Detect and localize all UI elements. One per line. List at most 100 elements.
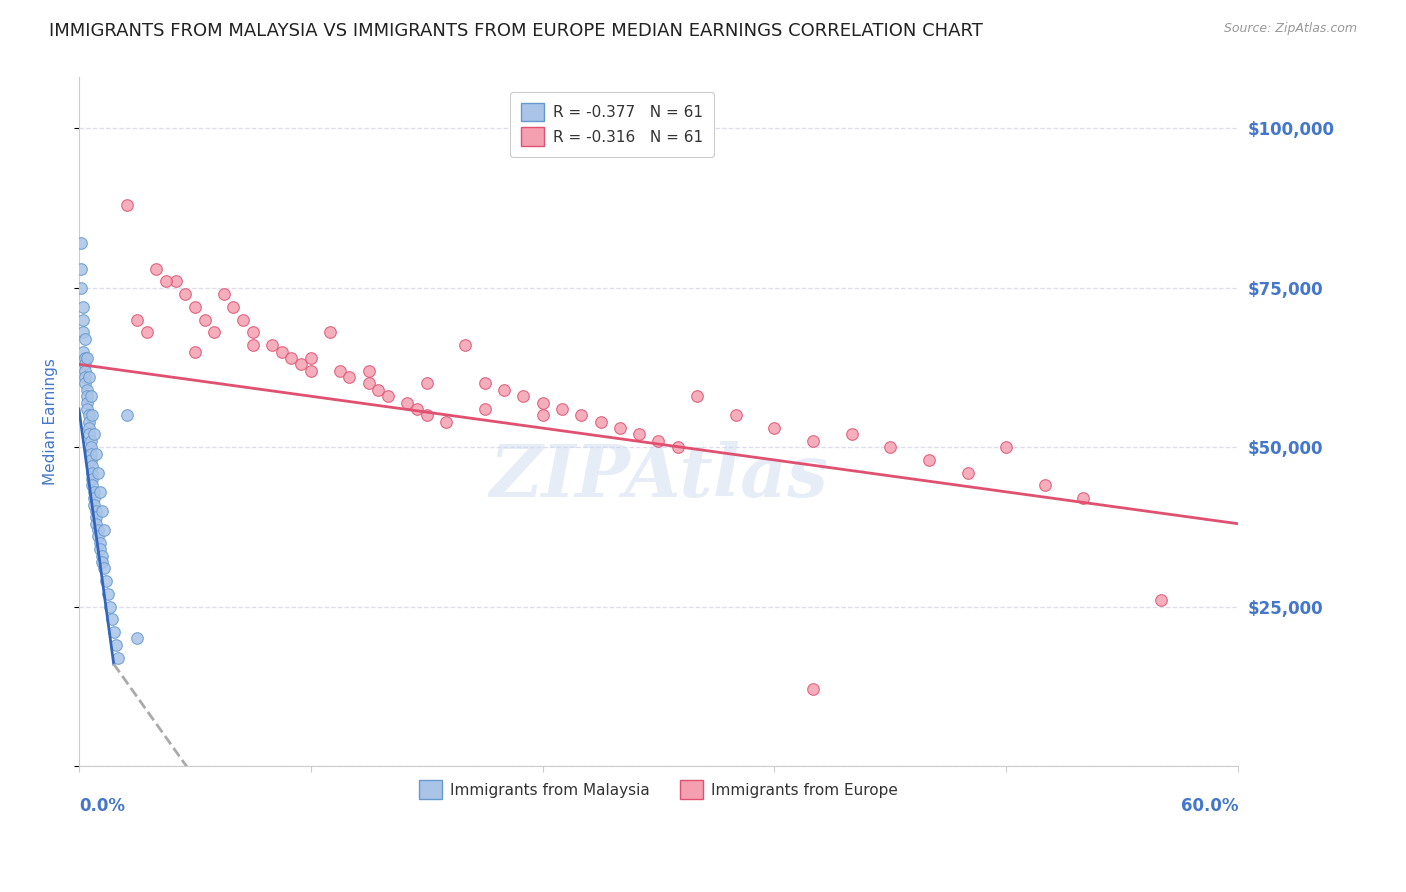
Point xyxy=(135,326,157,340)
Point xyxy=(512,389,534,403)
Point xyxy=(339,370,361,384)
Point xyxy=(841,427,863,442)
Point xyxy=(79,434,101,448)
Point xyxy=(474,376,496,391)
Text: IMMIGRANTS FROM MALAYSIA VS IMMIGRANTS FROM EUROPE MEDIAN EARNINGS CORRELATION C: IMMIGRANTS FROM MALAYSIA VS IMMIGRANTS F… xyxy=(49,22,983,40)
Point xyxy=(319,326,342,340)
Y-axis label: Median Earnings: Median Earnings xyxy=(44,359,58,485)
Point xyxy=(686,389,709,403)
Point xyxy=(86,510,108,524)
Point xyxy=(86,447,108,461)
Point xyxy=(76,389,98,403)
Point xyxy=(801,434,824,448)
Point xyxy=(155,275,177,289)
Point xyxy=(918,453,941,467)
Point xyxy=(77,409,100,423)
Point xyxy=(82,409,104,423)
Point xyxy=(87,466,110,480)
Point xyxy=(79,389,101,403)
Point xyxy=(79,440,101,454)
Point xyxy=(1150,593,1173,607)
Point xyxy=(73,357,96,371)
Point xyxy=(70,236,93,251)
Point xyxy=(101,612,124,626)
Point xyxy=(280,351,302,365)
Point xyxy=(569,409,592,423)
Point xyxy=(83,498,105,512)
Text: 0.0%: 0.0% xyxy=(79,797,125,814)
Point xyxy=(193,312,215,326)
Point xyxy=(70,281,93,295)
Point xyxy=(97,587,120,601)
Point xyxy=(415,376,437,391)
Point xyxy=(357,376,380,391)
Point xyxy=(76,383,98,397)
Point xyxy=(763,421,786,435)
Point xyxy=(242,326,264,340)
Point xyxy=(77,427,100,442)
Point xyxy=(222,300,245,314)
Text: 60.0%: 60.0% xyxy=(1181,797,1239,814)
Point xyxy=(724,409,747,423)
Point xyxy=(89,484,111,499)
Point xyxy=(125,632,148,646)
Point xyxy=(290,357,312,371)
Point xyxy=(299,364,322,378)
Point xyxy=(995,440,1018,454)
Point xyxy=(174,287,197,301)
Point xyxy=(492,383,515,397)
Point xyxy=(531,409,554,423)
Point xyxy=(531,395,554,409)
Point xyxy=(1033,478,1056,492)
Point xyxy=(551,401,574,416)
Point xyxy=(87,529,110,543)
Point xyxy=(299,351,322,365)
Point xyxy=(72,344,94,359)
Point xyxy=(82,478,104,492)
Point xyxy=(82,466,104,480)
Point xyxy=(86,516,108,531)
Point xyxy=(609,421,631,435)
Point xyxy=(83,484,105,499)
Point xyxy=(91,549,114,563)
Point xyxy=(406,401,429,416)
Text: ZIPAtlas: ZIPAtlas xyxy=(489,442,828,512)
Point xyxy=(666,440,689,454)
Point xyxy=(415,409,437,423)
Point xyxy=(93,523,115,537)
Point xyxy=(89,542,111,557)
Point xyxy=(145,261,167,276)
Point xyxy=(73,351,96,365)
Point xyxy=(83,491,105,506)
Point xyxy=(76,351,98,365)
Point xyxy=(242,338,264,352)
Point xyxy=(73,332,96,346)
Point xyxy=(83,427,105,442)
Point xyxy=(647,434,669,448)
Point xyxy=(76,395,98,409)
Point xyxy=(70,261,93,276)
Point xyxy=(98,599,121,614)
Point xyxy=(202,326,225,340)
Point xyxy=(73,376,96,391)
Point xyxy=(262,338,284,352)
Point xyxy=(184,300,207,314)
Point xyxy=(377,389,399,403)
Point xyxy=(72,326,94,340)
Point xyxy=(73,364,96,378)
Point xyxy=(589,415,612,429)
Point xyxy=(232,312,254,326)
Point xyxy=(77,421,100,435)
Point xyxy=(94,574,117,588)
Point xyxy=(89,536,111,550)
Point xyxy=(77,370,100,384)
Point xyxy=(357,364,380,378)
Point xyxy=(91,555,114,569)
Point xyxy=(72,312,94,326)
Point xyxy=(79,453,101,467)
Point xyxy=(801,682,824,697)
Point xyxy=(93,561,115,575)
Point xyxy=(212,287,235,301)
Point xyxy=(125,312,148,326)
Point xyxy=(103,625,125,640)
